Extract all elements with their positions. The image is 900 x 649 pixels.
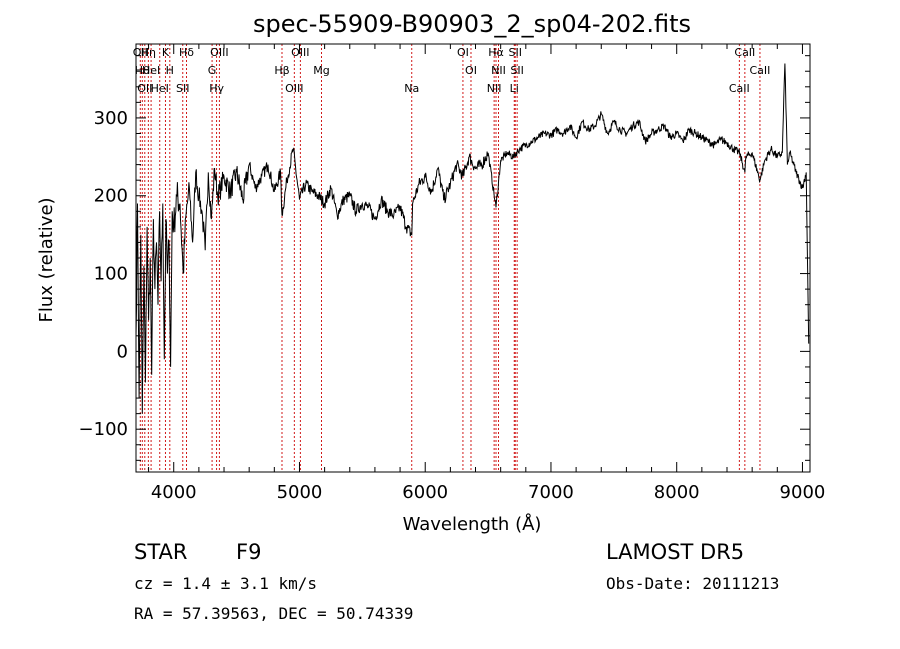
x-tick-label-2: 6000 — [402, 482, 448, 503]
line-label-20: NII — [487, 82, 502, 95]
line-label-0: OII — [133, 46, 148, 59]
object-subclass: F9 — [236, 540, 262, 564]
line-label-8: SII — [176, 82, 189, 95]
spectrum-line-0 — [135, 63, 810, 414]
y-tick-label-3: 200 — [94, 186, 128, 207]
spectrum-series — [135, 63, 810, 414]
line-label-16: Mg — [313, 64, 329, 77]
line-label-7: H — [166, 64, 174, 77]
line-label-5: HeI — [151, 82, 169, 95]
y-tick-label-0: −100 — [79, 419, 128, 440]
x-tick-label-0: 4000 — [151, 482, 197, 503]
line-label-23: Li — [510, 82, 519, 95]
line-label-9: Hδ — [179, 46, 194, 59]
x-tick-label-3: 7000 — [528, 482, 574, 503]
x-axis-label: Wavelength (Å) — [403, 513, 542, 535]
y-tick-label-1: 0 — [117, 341, 128, 362]
line-label-18: OI — [457, 46, 469, 59]
x-tick-label-1: 5000 — [277, 482, 323, 503]
line-label-19: OI — [465, 64, 477, 77]
line-labels: OIIHθOIIHηHeIHeIKHSIIHδGHγOIIIHβOIIIOIII… — [133, 46, 771, 95]
coordinates: RA = 57.39563, DEC = 50.74339 — [134, 604, 414, 623]
line-label-3: Hη — [141, 46, 156, 59]
line-label-27: CaII — [734, 46, 755, 59]
line-label-15: OIII — [291, 46, 309, 59]
plot-frame — [135, 43, 811, 473]
line-label-4: HeI — [142, 64, 160, 77]
line-label-17: Na — [404, 82, 419, 95]
line-label-24: SII — [509, 46, 522, 59]
line-label-6: K — [162, 46, 170, 59]
line-label-26: CaII — [729, 82, 750, 95]
line-label-28: CaII — [749, 64, 770, 77]
line-label-10: G — [208, 64, 217, 77]
y-tick-label-4: 300 — [94, 108, 128, 129]
line-label-11: Hγ — [209, 82, 224, 95]
redshift-velocity: cz = 1.4 ± 3.1 km/s — [134, 574, 318, 593]
y-axis-label: Flux (relative) — [36, 197, 57, 322]
x-tick-label-5: 9000 — [780, 482, 826, 503]
line-label-22: NII — [491, 64, 506, 77]
chart-title: spec-55909-B90903_2_sp04-202.fits — [253, 10, 691, 38]
line-label-21: Hα — [488, 46, 504, 59]
line-label-25: SII — [510, 64, 523, 77]
x-tick-label-4: 8000 — [654, 482, 700, 503]
line-label-14: OIII — [285, 82, 303, 95]
object-class: STAR — [134, 540, 188, 564]
line-label-12: OIII — [210, 46, 228, 59]
line-label-1: Hθ — [135, 64, 150, 77]
y-tick-label-2: 100 — [94, 264, 128, 285]
plot-axes: 4000 5000 6000 7000 8000 9000 −100 0 100 200 300 — [79, 43, 826, 503]
emission-line-markers — [139, 44, 761, 472]
observation-date: Obs-Date: 20111213 — [606, 574, 780, 593]
line-label-2: OII — [137, 82, 152, 95]
line-label-13: Hβ — [274, 64, 289, 77]
survey-name: LAMOST DR5 — [606, 540, 745, 564]
